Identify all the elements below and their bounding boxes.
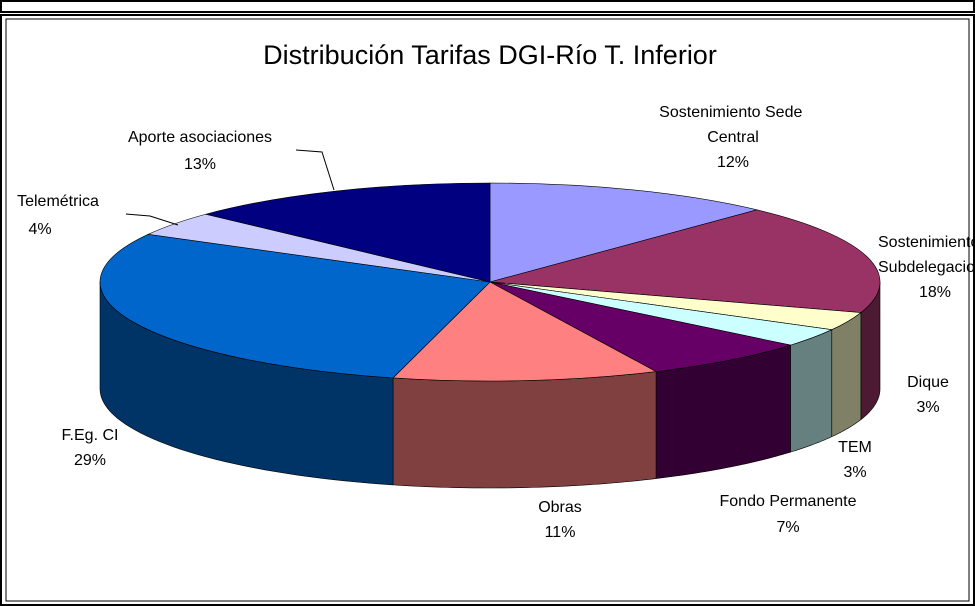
slice-label: Obras xyxy=(538,499,582,516)
slice xyxy=(99,233,491,379)
slice-label: Dique xyxy=(907,374,949,391)
label-line: Sostenimiento xyxy=(878,234,975,251)
slice-label: Sostenimiento Sede Central xyxy=(659,104,807,146)
slice xyxy=(489,182,758,283)
label-line: Sostenimiento Sede xyxy=(659,104,807,121)
slice-label: Sostenimiento Subdelegaciones xyxy=(878,234,975,276)
slice-label: Aporte asociaciones xyxy=(128,129,272,146)
label-line: Subdelegaciones xyxy=(878,259,975,276)
inner-frame xyxy=(5,18,970,602)
slice-label: Fondo Permanente xyxy=(720,493,857,510)
slice-side xyxy=(392,371,657,489)
labels: Sostenimiento Sede Central 12% Sostenimien… xyxy=(17,104,975,541)
chart-title: Distribución Tarifas DGI-Río T. Inferior xyxy=(263,40,717,70)
slice-value-label: 4% xyxy=(28,221,51,238)
slice-value-label: 11% xyxy=(545,524,576,541)
slice xyxy=(489,209,881,313)
slice-value-label: 3% xyxy=(916,399,939,416)
slice-side xyxy=(790,329,833,453)
slice xyxy=(392,281,658,382)
leader-line xyxy=(125,213,179,226)
leader-line xyxy=(295,149,335,191)
slice xyxy=(489,281,791,372)
slice-value-label: 3% xyxy=(843,464,866,481)
pie-tops xyxy=(99,182,881,382)
slice-value-label: 12% xyxy=(717,154,749,171)
slice-label: TEM xyxy=(838,439,872,456)
slice-value-label: 7% xyxy=(776,519,799,536)
slice xyxy=(205,182,491,283)
top-frame xyxy=(0,0,975,13)
label-line: Central xyxy=(707,129,759,146)
slice-side xyxy=(831,311,862,438)
slice-value-label: 18% xyxy=(919,284,951,301)
slice-label: Telemétrica xyxy=(17,193,99,210)
slice-value-label: 29% xyxy=(74,452,106,469)
outer-frame xyxy=(0,14,975,606)
slice-value-label: 13% xyxy=(184,156,216,173)
slice-label: F.Eg. CI xyxy=(62,427,119,444)
